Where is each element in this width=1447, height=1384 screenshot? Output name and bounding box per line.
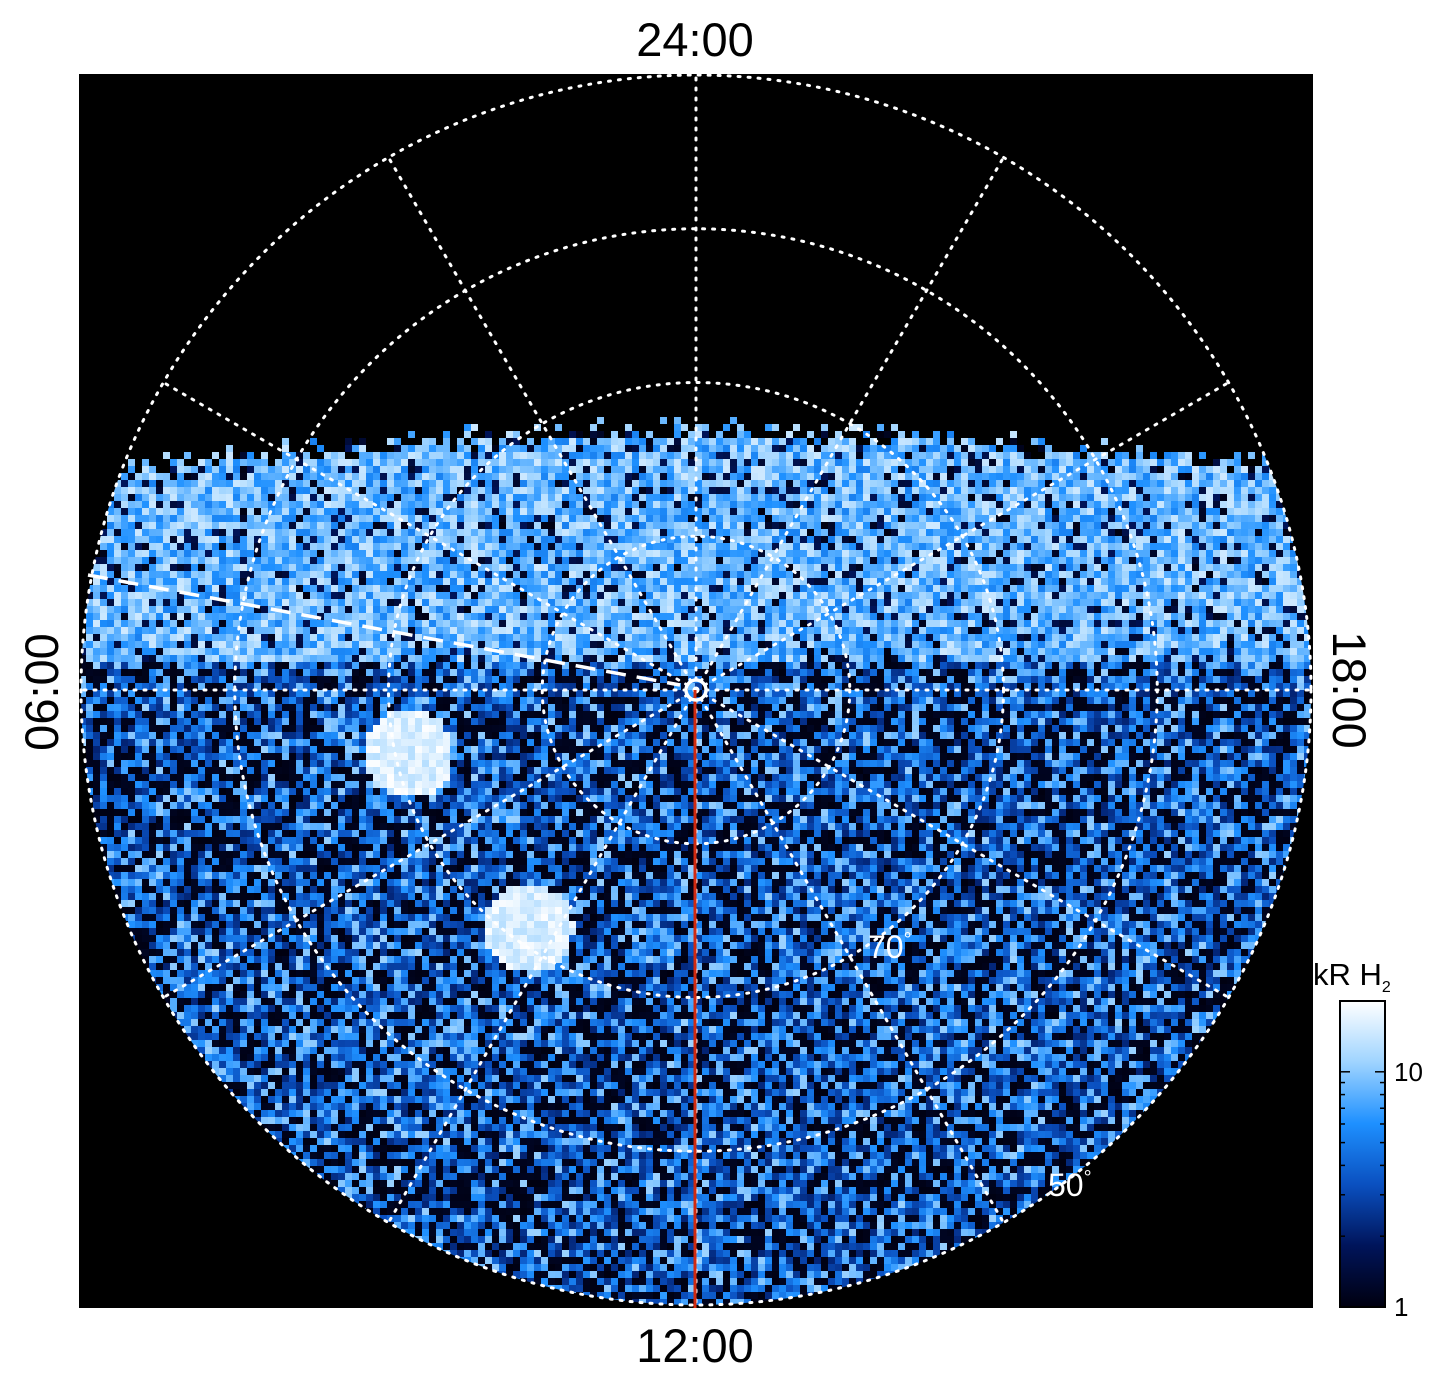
- colorbar: kR H2 1 10: [1313, 957, 1423, 1322]
- local-time-label-top: 24:00: [636, 13, 754, 66]
- meridian-line: [387, 688, 698, 1225]
- lat-label-50: 50°: [1048, 1167, 1092, 1203]
- meridian-line: [161, 381, 698, 692]
- local-time-label-right: 18:00: [1323, 631, 1376, 749]
- local-time-label-left: 06:00: [15, 633, 68, 751]
- meridian-line: [694, 381, 1231, 692]
- colorbar-ticks: 1 10: [1340, 1000, 1423, 1322]
- meridian-line: [387, 155, 698, 692]
- colorbar-title: kR H2: [1313, 957, 1391, 996]
- colorbar-tick-label: 10: [1394, 1057, 1423, 1087]
- meridian-line: [694, 155, 1005, 692]
- latitude-circle: [79, 74, 1313, 1307]
- dashed-line: [87, 573, 681, 687]
- meridian-line: [694, 688, 1231, 999]
- polar-grid: [79, 74, 1313, 1307]
- pole-marker: [684, 678, 708, 702]
- local-time-label-bottom: 12:00: [636, 1319, 754, 1372]
- colorbar-tick-label: 1: [1394, 1292, 1408, 1322]
- meridian-line: [161, 688, 698, 999]
- lat-label-70: 70°: [868, 929, 912, 965]
- meridian-line: [694, 688, 1005, 1225]
- colorbar-gradient: [1339, 1000, 1386, 1308]
